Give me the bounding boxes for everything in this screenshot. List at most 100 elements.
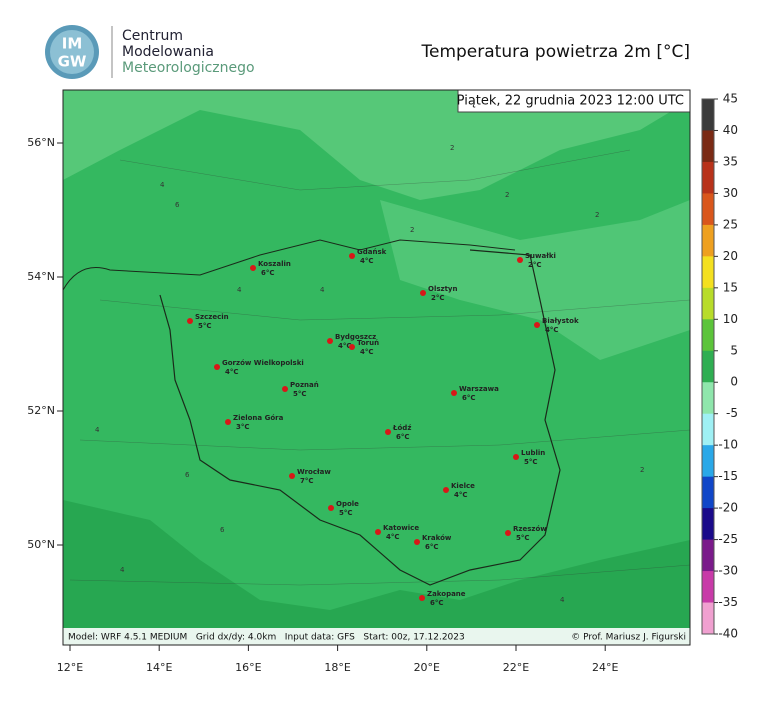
- lon-label: 20°E: [414, 661, 440, 674]
- colorbar-label: -30: [718, 564, 738, 578]
- city-dot: [513, 454, 519, 460]
- city-dot: [250, 265, 256, 271]
- city-temp: 5°C: [524, 458, 538, 466]
- city-name: Warszawa: [459, 385, 499, 393]
- city-name: Bydgoszcz: [335, 333, 376, 341]
- contour-label: 2: [505, 191, 509, 199]
- city-name: Katowice: [383, 524, 419, 532]
- colorbar-segment: [702, 350, 714, 383]
- map-frame: [62, 89, 691, 646]
- city-temp: 6°C: [430, 599, 444, 607]
- city-temp: 7°C: [300, 477, 314, 485]
- city-name: Koszalin: [258, 260, 291, 268]
- lat-label: 52°N: [27, 404, 55, 417]
- date: Piątek, 22 grudnia 2023 12:00 UTC: [457, 94, 684, 109]
- city-dot: [414, 539, 420, 545]
- footer-left: Model: WRF 4.5.1 MEDIUM Grid dx/dy: 4.0k…: [68, 633, 465, 643]
- sea-area: [63, 90, 690, 200]
- colorbar-label: 25: [723, 217, 738, 231]
- city-name: Łódź: [392, 424, 411, 432]
- colorbar-label: -35: [718, 595, 738, 609]
- city-name: Poznań: [290, 381, 319, 389]
- lon-label: 16°E: [235, 661, 261, 674]
- city-temp: 4°C: [386, 533, 400, 541]
- city-temp: 2°C: [431, 294, 445, 302]
- colorbar-segment: [702, 382, 714, 415]
- logo-inner: [50, 30, 94, 74]
- colorbar-label: -40: [718, 627, 738, 641]
- city-name: Białystok: [542, 317, 579, 325]
- city-name: Gorzów Wielkopolski: [222, 359, 304, 367]
- logo-bottom: GW: [58, 53, 87, 71]
- city-temp: 5°C: [198, 322, 212, 330]
- border: [159, 249, 561, 586]
- colorbar-label: 20: [723, 249, 738, 263]
- city-dot: [419, 595, 425, 601]
- org-line: Meteorologicznego: [122, 60, 255, 76]
- city-dot: [282, 386, 288, 392]
- city-dot: [375, 529, 381, 535]
- colorbar-label: -20: [718, 501, 738, 515]
- city-temp: 3°C: [236, 423, 250, 431]
- contour-label: 6: [175, 201, 180, 209]
- colorbar-segment: [702, 445, 714, 478]
- city-temp: 6°C: [462, 394, 476, 402]
- city-dot: [385, 429, 391, 435]
- city-temp: 5°C: [339, 509, 353, 517]
- city-dot: [327, 338, 333, 344]
- colorbar-label: -10: [718, 438, 738, 452]
- city-dot: [505, 530, 511, 536]
- city-temp: 6°C: [396, 433, 410, 441]
- city-name: Suwałki: [525, 252, 556, 260]
- lon-label: 22°E: [503, 661, 529, 674]
- city-name: Wrocław: [297, 468, 331, 476]
- city-temp: 4°C: [545, 326, 559, 334]
- colorbar-label: 35: [723, 154, 738, 168]
- lon-label: 12°E: [57, 661, 83, 674]
- org-line: Modelowania: [122, 44, 214, 60]
- warm-area: [63, 500, 690, 645]
- city-dot: [187, 318, 193, 324]
- city-dot: [328, 505, 334, 511]
- contour-label: 4: [560, 596, 565, 604]
- lat-label: 50°N: [27, 538, 55, 551]
- city-dot: [225, 419, 231, 425]
- city-name: Zakopane: [427, 590, 466, 598]
- city-name: Rzeszów: [513, 525, 547, 533]
- city-temp: 4°C: [338, 342, 352, 350]
- city-dot: [517, 257, 523, 263]
- city-temp: 6°C: [425, 543, 439, 551]
- contour-label: 2: [595, 211, 599, 219]
- colorbar-label: 40: [723, 123, 738, 137]
- colorbar-frame: [701, 98, 715, 635]
- colorbar-label: 15: [723, 280, 738, 294]
- colorbar-segment: [702, 602, 714, 635]
- title: Temperatura powietrza 2m [°C]: [420, 42, 690, 62]
- colorbar-segment: [702, 287, 714, 320]
- contour-label: 6: [220, 526, 225, 534]
- lat-label: 56°N: [27, 136, 55, 149]
- footer-right: © Prof. Mariusz J. Figurski: [571, 633, 686, 643]
- colorbar-label: 5: [730, 343, 738, 357]
- colorbar-segment: [702, 413, 714, 446]
- colorbar-segment: [702, 539, 714, 572]
- logo-top: IM: [62, 35, 83, 53]
- city-dot: [289, 473, 295, 479]
- colorbar-segment: [702, 508, 714, 541]
- coastline: [62, 239, 516, 291]
- contour-label: 4: [237, 286, 242, 294]
- contour-label: 6: [185, 471, 190, 479]
- city-name: Olsztyn: [428, 285, 458, 293]
- colorbar-segment: [702, 130, 714, 163]
- city-name: Kielce: [451, 482, 475, 490]
- contour-label: 2: [450, 144, 454, 152]
- city-dot: [534, 322, 540, 328]
- city-name: Toruń: [357, 339, 379, 347]
- contour-label: 4: [160, 181, 165, 189]
- city-name: Opole: [336, 500, 359, 508]
- city-dot: [451, 390, 457, 396]
- city-name: Gdańsk: [357, 248, 387, 256]
- graticule: [69, 149, 691, 586]
- colorbar-segment: [702, 476, 714, 509]
